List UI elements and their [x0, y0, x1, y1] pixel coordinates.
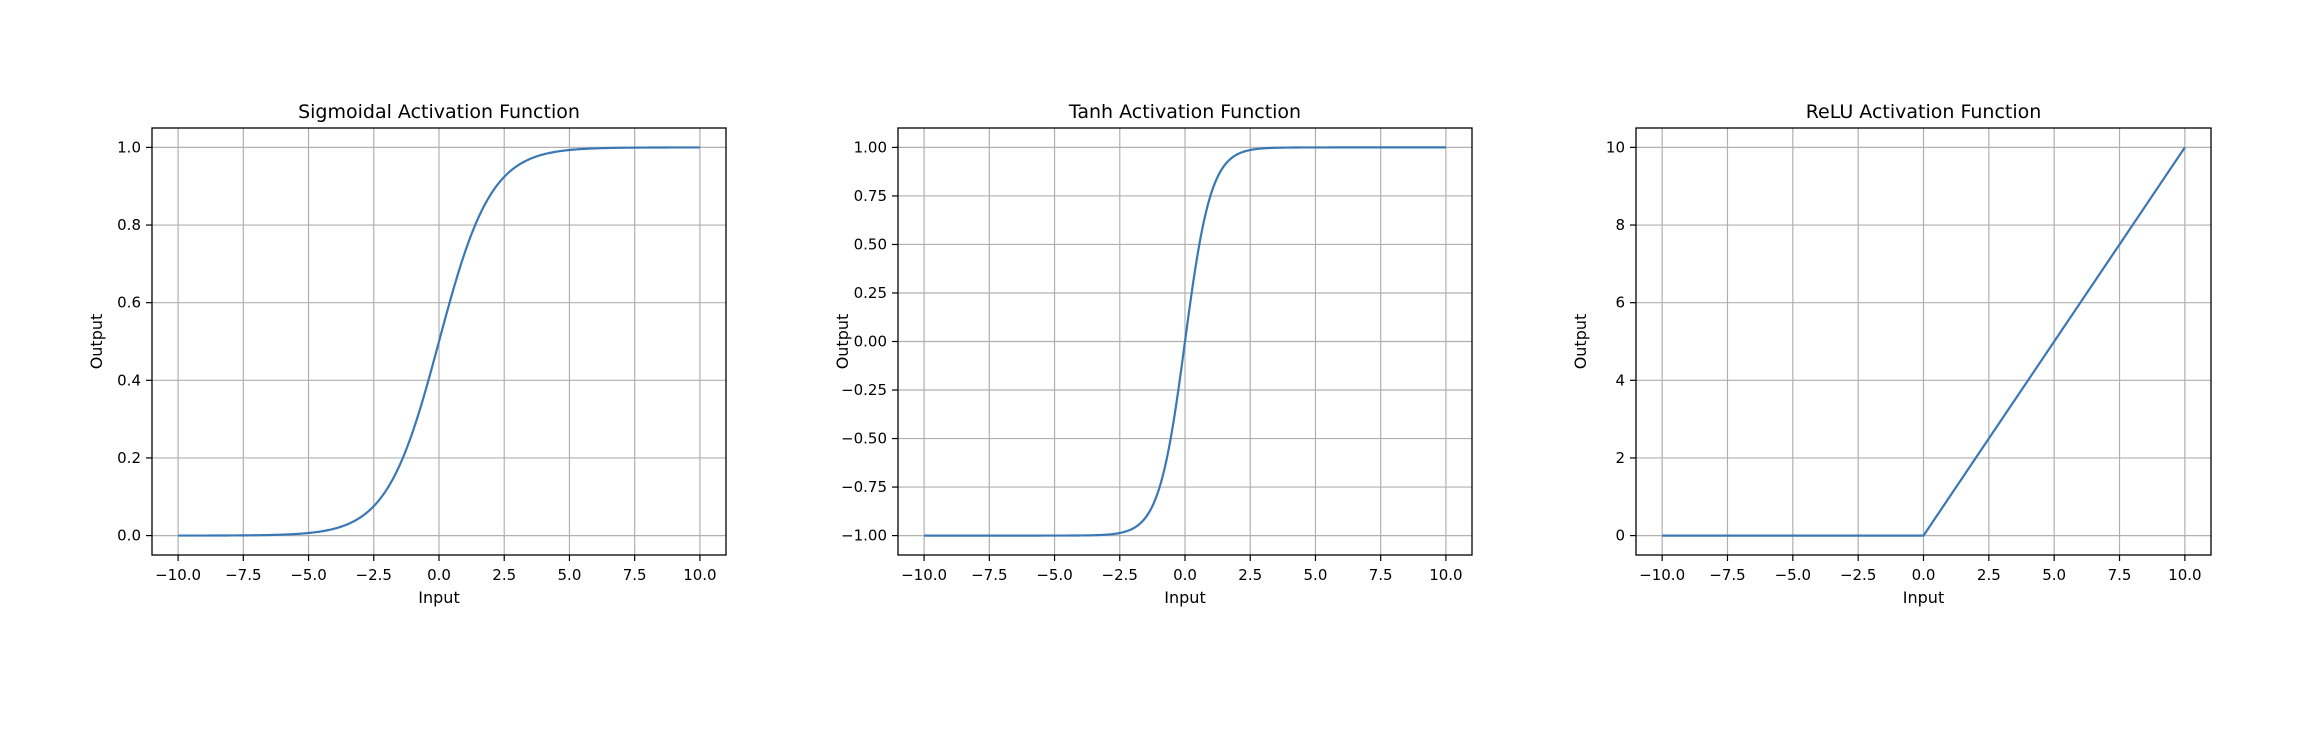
x-axis-label: Input: [418, 588, 459, 607]
x-tick-label: 7.5: [1369, 566, 1393, 584]
x-tick-label: 5.0: [1304, 566, 1328, 584]
y-tick-label: −0.25: [841, 381, 887, 399]
y-tick-label: 0.2: [117, 449, 141, 467]
y-tick-label: −0.75: [841, 478, 887, 496]
x-tick-label: −10.0: [901, 566, 947, 584]
x-tick-label: 10.0: [683, 566, 716, 584]
y-tick-label: 0.50: [854, 235, 887, 253]
y-tick-label: 2: [1615, 449, 1625, 467]
x-tick-label: 2.5: [1977, 566, 2001, 584]
y-tick-label: 1.0: [117, 138, 141, 156]
x-tick-label: −5.0: [1775, 566, 1811, 584]
x-tick-label: 5.0: [2042, 566, 2066, 584]
x-tick-label: −2.5: [1840, 566, 1876, 584]
x-tick-label: −2.5: [356, 566, 392, 584]
x-tick-label: −5.0: [1036, 566, 1072, 584]
y-axis-label: Output: [1571, 314, 1590, 370]
x-tick-label: 0.0: [427, 566, 451, 584]
chart-panel-sigmoid: −10.0 −7.5 −5.0 −2.5 0.0 2.5 5.0 7.5 10.0 0.0 0.2 0…: [87, 101, 727, 607]
series-line: [178, 146, 700, 537]
y-axis-label: Output: [833, 314, 852, 370]
x-tick-label: −10.0: [1639, 566, 1685, 584]
y-tick-label: 0.8: [117, 216, 141, 234]
x-tick-label: 0.0: [1912, 566, 1936, 584]
y-tick-label: 0.25: [854, 284, 887, 302]
x-tick-label: 2.5: [1238, 566, 1262, 584]
y-axis-label: Output: [87, 314, 106, 370]
y-tick-label: 0.6: [117, 294, 141, 312]
chart-title: Sigmoidal Activation Function: [298, 101, 580, 123]
chart-panel-relu: −10.0 −7.5 −5.0 −2.5 0.0 2.5 5.0 7.5 10.0 0 2 4 6 8 10…: [1571, 101, 2212, 607]
chart-panel-tanh: −10.0 −7.5 −5.0 −2.5 0.0 2.5 5.0 7.5 10.0 −1.00 −0…: [833, 101, 1473, 607]
y-tick-label: 1.00: [854, 138, 887, 156]
chart-title: Tanh Activation Function: [1068, 101, 1301, 123]
y-tick-label: 4: [1615, 371, 1625, 389]
series-line: [924, 146, 1446, 537]
series-line: [1662, 146, 2186, 537]
x-tick-label: 2.5: [492, 566, 516, 584]
x-tick-label: −7.5: [971, 566, 1007, 584]
x-tick-label: −7.5: [1709, 566, 1745, 584]
x-tick-label: 7.5: [623, 566, 647, 584]
x-tick-label: 10.0: [1429, 566, 1462, 584]
x-tick-label: −5.0: [290, 566, 326, 584]
x-tick-label: 7.5: [2108, 566, 2132, 584]
x-tick-label: 0.0: [1173, 566, 1197, 584]
y-tick-label: −1.00: [841, 527, 887, 545]
x-axis-label: Input: [1164, 588, 1205, 607]
chart-title: ReLU Activation Function: [1806, 101, 2042, 123]
y-tick-label: 8: [1615, 216, 1625, 234]
y-tick-label: 0.75: [854, 187, 887, 205]
y-tick-label: 0.4: [117, 371, 141, 389]
x-axis-label: Input: [1903, 588, 1944, 607]
x-tick-label: −7.5: [225, 566, 261, 584]
y-tick-label: 0.0: [117, 527, 141, 545]
y-tick-label: 0: [1615, 527, 1625, 545]
x-tick-label: −2.5: [1102, 566, 1138, 584]
x-tick-label: −10.0: [155, 566, 201, 584]
y-tick-label: 10: [1606, 138, 1625, 156]
y-tick-label: −0.50: [841, 430, 887, 448]
y-tick-label: 6: [1615, 294, 1625, 312]
x-tick-label: 5.0: [558, 566, 582, 584]
x-tick-label: 10.0: [2168, 566, 2201, 584]
y-tick-label: 0.00: [854, 333, 887, 351]
